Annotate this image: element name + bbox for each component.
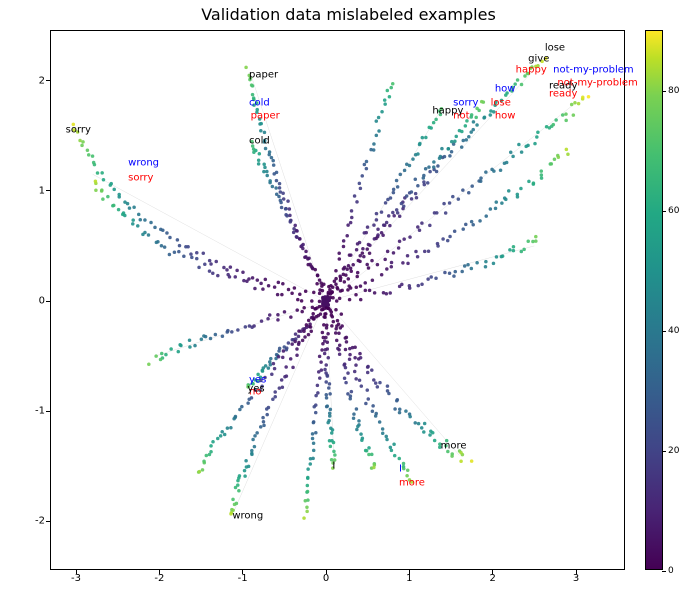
x-tick-label: 1 (406, 573, 412, 584)
y-tick-label: 1 (39, 185, 45, 196)
scatter-layer (51, 31, 626, 571)
x-tick-label: 0 (323, 573, 329, 584)
y-tick-label: 0 (39, 296, 45, 307)
colorbar-tick-label: 40 (668, 326, 679, 336)
x-tick-label: 3 (573, 573, 579, 584)
y-tick-label: -1 (35, 406, 45, 417)
colorbar-tick-label: 20 (668, 446, 679, 456)
scatter-axes: -3-2-10123-2-1012sorrywrongsorrypapercol… (50, 30, 625, 570)
chart-title: Validation data mislabeled examples (0, 5, 697, 24)
y-tick-label: -2 (35, 516, 45, 527)
x-tick-label: -1 (238, 573, 248, 584)
x-tick-label: -3 (71, 573, 81, 584)
colorbar-tick-label: 0 (668, 566, 674, 576)
x-tick-label: -2 (154, 573, 164, 584)
x-tick-label: 2 (489, 573, 495, 584)
colorbar-tick-label: 60 (668, 206, 679, 216)
colorbar: 020406080 (645, 30, 663, 570)
colorbar-tick-label: 80 (668, 86, 679, 96)
y-tick-label: 2 (39, 75, 45, 86)
figure: Validation data mislabeled examples -3-2… (0, 0, 697, 609)
